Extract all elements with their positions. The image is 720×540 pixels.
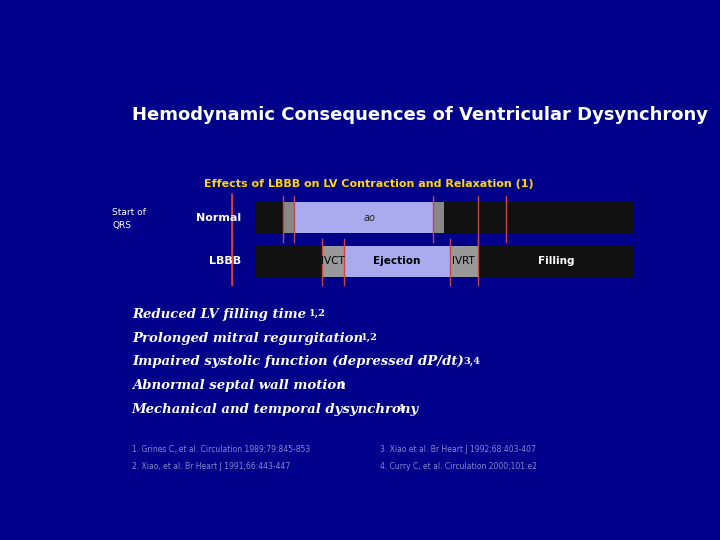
Bar [255,202,282,233]
Text: LBBB: LBBB [209,256,240,266]
Bar [433,202,444,233]
Text: QRS: QRS [112,221,131,230]
Text: Filling: Filling [538,256,574,266]
Bar [294,202,433,233]
Bar [255,246,322,277]
Text: Normal: Normal [196,213,240,222]
Text: 1,2: 1,2 [309,309,326,319]
Bar [322,246,344,277]
Bar [282,202,294,233]
Text: Effects of LBBB on LV Contraction and Relaxation (1): Effects of LBBB on LV Contraction and Re… [204,179,534,189]
Text: Hemodynamic Consequences of Ventricular Dysynchrony: Hemodynamic Consequences of Ventricular … [132,106,708,124]
Text: 2. Xiao, et al. Br Heart J 1991;66:443-447: 2. Xiao, et al. Br Heart J 1991;66:443-4… [132,462,290,471]
Text: Mechanical and temporal dysynchrony: Mechanical and temporal dysynchrony [132,403,424,416]
Text: Prolonged mitral regurgitation: Prolonged mitral regurgitation [132,332,368,345]
Text: 1,2: 1,2 [361,333,377,342]
Text: Abnormal septal wall motion: Abnormal septal wall motion [132,379,351,392]
Text: Ejection: Ejection [373,256,420,266]
Text: 3,4: 3,4 [464,357,481,366]
Text: 3. Xiao et al. Br Heart J 1992;68:403-407: 3. Xiao et al. Br Heart J 1992;68:403-40… [380,446,536,454]
Text: Start of: Start of [112,208,146,218]
Text: 4: 4 [397,404,405,413]
Text: 1: 1 [338,381,346,389]
Text: Reduced LV filling time: Reduced LV filling time [132,308,310,321]
Bar [478,246,634,277]
Text: 4. Curry C, et al. Circulation 2000;101:e2: 4. Curry C, et al. Circulation 2000;101:… [380,462,537,471]
Text: IVCT: IVCT [321,256,345,266]
Bar [450,246,478,277]
Bar [344,246,450,277]
Text: Impaired systolic function (depressed dP/dt): Impaired systolic function (depressed dP… [132,355,468,368]
Text: 1. Grines C, et al. Circulation 1989;79:845-853: 1. Grines C, et al. Circulation 1989;79:… [132,446,310,454]
Text: ao: ao [364,213,375,222]
Bar [444,202,634,233]
Text: IVRT: IVRT [452,256,475,266]
